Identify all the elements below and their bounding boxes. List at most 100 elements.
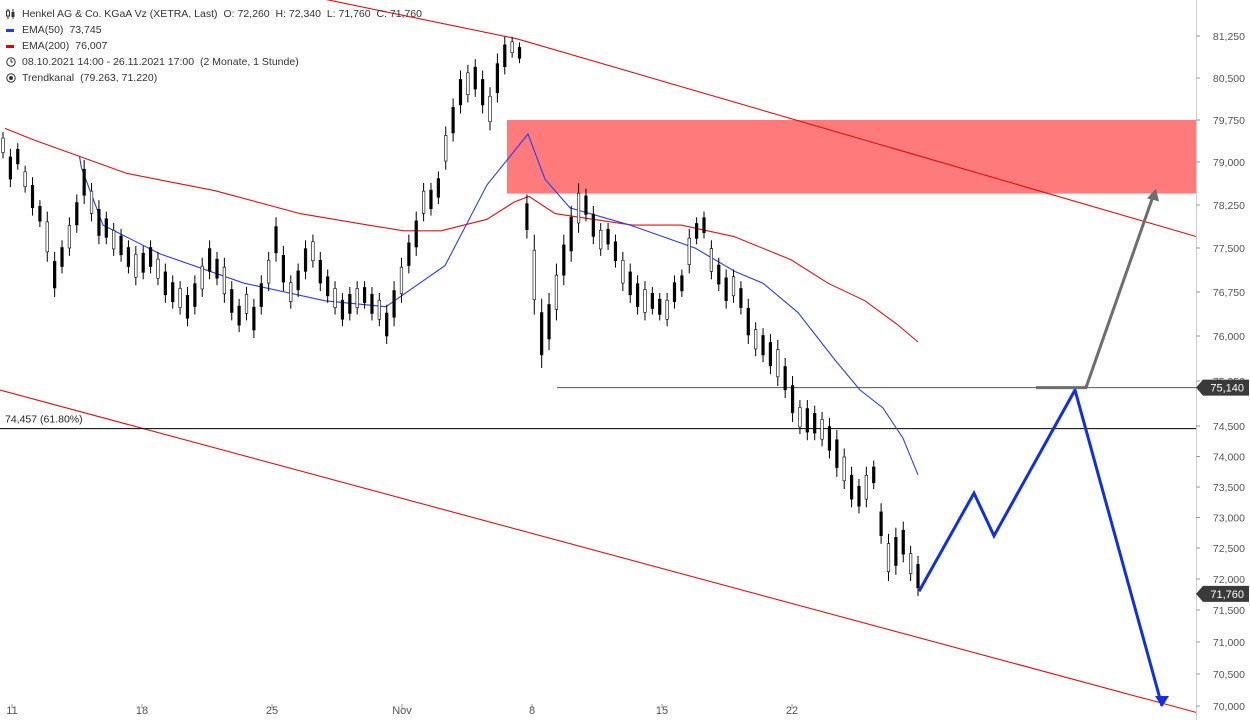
candle-body — [75, 202, 79, 226]
fibonacci-level-label: 74,457 (61.80%) — [5, 414, 83, 426]
target-icon — [6, 73, 18, 83]
candlestick-icon — [6, 9, 18, 19]
x-tick-label: 22 — [786, 705, 798, 717]
y-tick-label: 79,750 — [1213, 115, 1245, 127]
candle-body — [185, 295, 190, 319]
y-tick-label: 72,000 — [1213, 574, 1245, 586]
candle-body — [488, 95, 492, 123]
x-tick-label: Nov — [392, 705, 412, 717]
candle-body — [30, 185, 35, 209]
y-tick-label: 74,000 — [1213, 452, 1245, 464]
candle-body — [444, 135, 448, 162]
candle-body — [259, 283, 263, 307]
candle-body — [67, 225, 72, 249]
candle-body — [326, 276, 330, 297]
candle-body — [296, 270, 300, 291]
candle-body — [827, 426, 832, 451]
candle-body — [355, 288, 359, 308]
legend-trend-values: (79.263, 71.220) — [80, 72, 158, 84]
candle-body — [643, 289, 647, 313]
legend-period-note: (2 Monate, 1 Stunde) — [200, 56, 299, 68]
ema200-line — [4, 127, 919, 343]
candle-body — [731, 276, 736, 297]
candle-body — [591, 213, 595, 237]
candle-body — [820, 419, 824, 440]
candle-body — [377, 299, 381, 320]
candle-body — [156, 258, 160, 279]
y-tick-label: 72,500 — [1213, 543, 1245, 555]
candle-body — [230, 289, 234, 313]
candle-body — [362, 287, 367, 303]
candle-body — [340, 299, 345, 320]
candle-body — [392, 290, 396, 318]
candle-body — [702, 217, 706, 233]
candle-body — [193, 283, 197, 307]
candle-body — [222, 266, 226, 295]
candle-body — [97, 209, 101, 236]
legend-trend-row: Trendkanal (79.263, 71.220) — [6, 70, 422, 86]
resistance-zone — [507, 120, 1196, 194]
trend-channel-lower — [0, 389, 1197, 713]
candle-body — [849, 474, 854, 500]
candle-body — [562, 244, 566, 276]
candle-body — [134, 254, 138, 278]
candle-body — [909, 553, 913, 575]
projection-blue-path — [917, 386, 1164, 707]
candle-body — [318, 259, 322, 284]
candle-body — [606, 228, 610, 245]
candle-body — [835, 439, 839, 468]
ema200-swatch — [6, 44, 14, 48]
legend-ema200-label: EMA(200) — [22, 40, 70, 52]
candle-body — [473, 66, 477, 90]
candle-body — [569, 216, 573, 252]
candle-body — [244, 294, 249, 314]
candle-body — [576, 192, 581, 224]
candle-body — [385, 312, 389, 337]
candle-body — [348, 294, 352, 314]
x-tick-label: 25 — [266, 705, 278, 717]
level-price-badge — [1196, 379, 1249, 396]
candle-body — [148, 247, 153, 267]
candle-body — [503, 44, 507, 67]
candle-body — [613, 241, 618, 261]
legend-trend-label: Trendkanal — [22, 72, 75, 84]
candle-body — [1, 137, 5, 153]
clock-icon — [6, 57, 18, 67]
y-tick-label: 70,000 — [1213, 701, 1245, 713]
candle-body — [510, 41, 514, 54]
candle-body — [414, 220, 418, 248]
candle-body — [171, 282, 175, 302]
y-tick-label: 78,250 — [1213, 200, 1245, 212]
candle-body — [333, 288, 337, 308]
y-tick-label: 76,750 — [1213, 287, 1245, 299]
candle-body — [303, 248, 308, 272]
projection-blue-arrowhead — [1155, 696, 1169, 707]
candle-body — [864, 474, 868, 500]
candle-body — [458, 79, 463, 106]
candle-body — [547, 304, 551, 340]
x-tick-label: 8 — [529, 705, 535, 717]
candle-body — [768, 342, 773, 367]
candle-body — [208, 248, 212, 272]
candle-body — [672, 282, 677, 302]
candle-body — [215, 258, 219, 279]
x-tick-label: 15 — [656, 705, 668, 717]
projection-gray-path — [1036, 195, 1155, 390]
trend-channel-upper — [325, 0, 1197, 238]
candle-body — [628, 271, 632, 296]
candle-body — [311, 241, 315, 261]
legend-instrument: Henkel AG & Co. KGaA Vz (XETRA, Last) — [22, 8, 218, 20]
candle-body — [481, 79, 485, 106]
candle-body — [289, 282, 293, 302]
candle-body — [746, 307, 750, 336]
candle-body — [532, 249, 536, 300]
candle-body — [53, 260, 57, 289]
y-tick-label: 80,500 — [1213, 73, 1245, 85]
legend-ema50-label: EMA(50) — [22, 24, 64, 36]
y-tick-label: 70,500 — [1213, 669, 1245, 681]
candles — [1, 36, 920, 596]
candle-body — [872, 466, 876, 484]
legend-ema200-value: 76,007 — [75, 40, 108, 52]
